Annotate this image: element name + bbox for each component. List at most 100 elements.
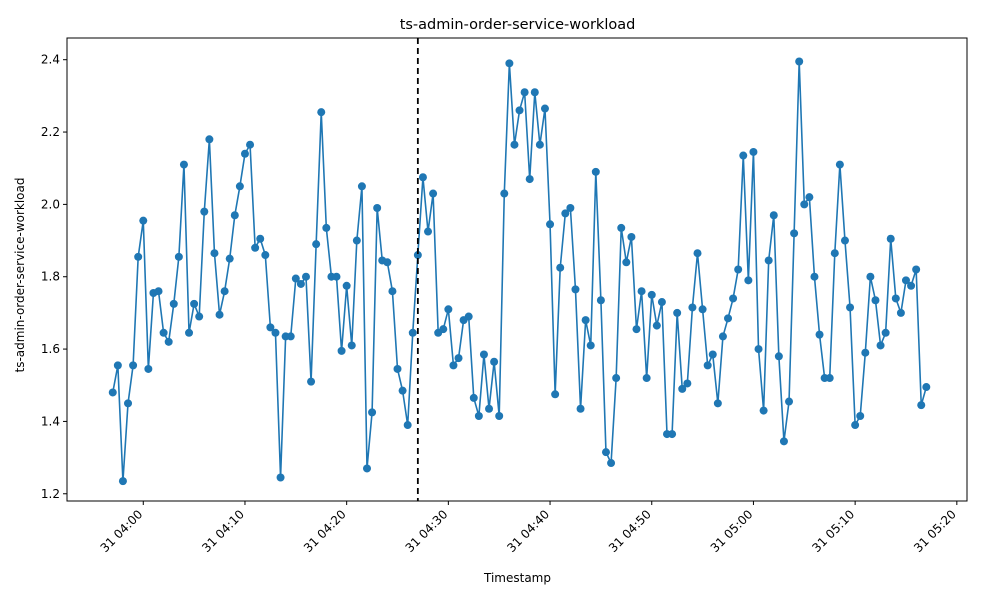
data-point: [805, 193, 814, 202]
data-point: [479, 350, 488, 359]
data-point: [835, 160, 844, 169]
data-point: [383, 258, 392, 267]
data-point: [124, 399, 133, 408]
data-point: [474, 412, 483, 420]
data-point: [200, 207, 209, 216]
data-point: [693, 249, 702, 258]
data-point: [617, 223, 626, 232]
data-point: [525, 175, 534, 184]
data-point: [698, 305, 707, 314]
data-point: [261, 251, 270, 260]
data-point: [896, 308, 905, 317]
y-tick-label: 1.2: [41, 487, 60, 501]
data-point: [769, 211, 778, 220]
data-point: [439, 325, 448, 334]
data-point: [596, 296, 605, 305]
data-point: [449, 361, 458, 370]
data-point: [469, 393, 478, 402]
data-point: [825, 374, 834, 383]
data-point: [724, 314, 733, 323]
data-point: [113, 361, 122, 370]
data-point: [505, 59, 514, 68]
data-point: [561, 209, 570, 218]
data-point: [388, 287, 397, 296]
data-point: [840, 236, 849, 245]
data-point: [683, 379, 692, 388]
y-tick-label: 1.8: [41, 270, 60, 284]
data-point: [444, 305, 453, 314]
data-point: [744, 276, 753, 285]
y-tick-label: 2.0: [41, 197, 60, 211]
data-point: [673, 308, 682, 317]
data-point: [764, 256, 773, 265]
data-point: [357, 182, 366, 191]
data-point: [708, 350, 717, 359]
data-point: [734, 265, 743, 274]
data-point: [408, 328, 417, 337]
data-point: [169, 299, 178, 308]
data-point: [881, 328, 890, 337]
data-point: [118, 477, 127, 486]
data-point: [164, 337, 173, 346]
data-point: [668, 430, 677, 439]
data-point: [785, 397, 794, 406]
data-point: [337, 346, 346, 355]
data-point: [774, 352, 783, 361]
data-point: [144, 364, 153, 373]
data-point: [225, 254, 234, 263]
data-point: [627, 232, 636, 241]
data-point: [790, 229, 799, 238]
data-point: [271, 328, 280, 337]
data-point: [779, 437, 788, 446]
data-point: [464, 312, 473, 321]
data-point: [495, 412, 504, 420]
data-point: [210, 249, 219, 258]
data-point: [429, 189, 438, 198]
data-point: [296, 279, 305, 288]
data-point: [515, 106, 524, 115]
data-point: [185, 328, 194, 337]
data-point: [454, 354, 463, 363]
chart-title: ts-admin-order-service-workload: [400, 17, 636, 33]
data-point: [230, 211, 239, 220]
data-point: [347, 341, 356, 350]
data-point: [876, 341, 885, 350]
data-point: [901, 276, 910, 285]
y-tick-label: 2.2: [41, 125, 60, 139]
data-point: [403, 421, 412, 430]
data-point: [718, 332, 727, 341]
data-point: [907, 281, 916, 290]
data-point: [332, 272, 341, 281]
plot-frame: [66, 37, 968, 502]
data-point: [393, 364, 402, 373]
data-point: [220, 287, 229, 296]
data-point: [546, 220, 555, 229]
data-point: [871, 296, 880, 305]
data-point: [363, 464, 371, 473]
data-point: [373, 204, 382, 213]
data-point: [713, 399, 722, 408]
data-point: [246, 140, 255, 149]
y-tick-label: 1.6: [41, 342, 60, 356]
data-point: [179, 160, 188, 169]
data-point: [352, 236, 361, 245]
data-point: [266, 323, 275, 332]
data-point: [612, 374, 621, 383]
data-point: [566, 204, 575, 213]
data-point: [500, 189, 509, 198]
data-point: [195, 312, 204, 321]
data-point: [322, 223, 331, 232]
data-point: [754, 345, 763, 354]
data-point: [729, 294, 738, 303]
data-point: [551, 390, 560, 399]
data-point: [129, 361, 138, 370]
data-point: [235, 182, 244, 191]
data-point: [861, 348, 870, 357]
data-point: [571, 285, 580, 294]
data-point: [205, 135, 214, 144]
data-point: [917, 401, 926, 410]
data-point: [891, 294, 900, 303]
data-point: [586, 341, 595, 350]
data-point: [856, 412, 865, 420]
